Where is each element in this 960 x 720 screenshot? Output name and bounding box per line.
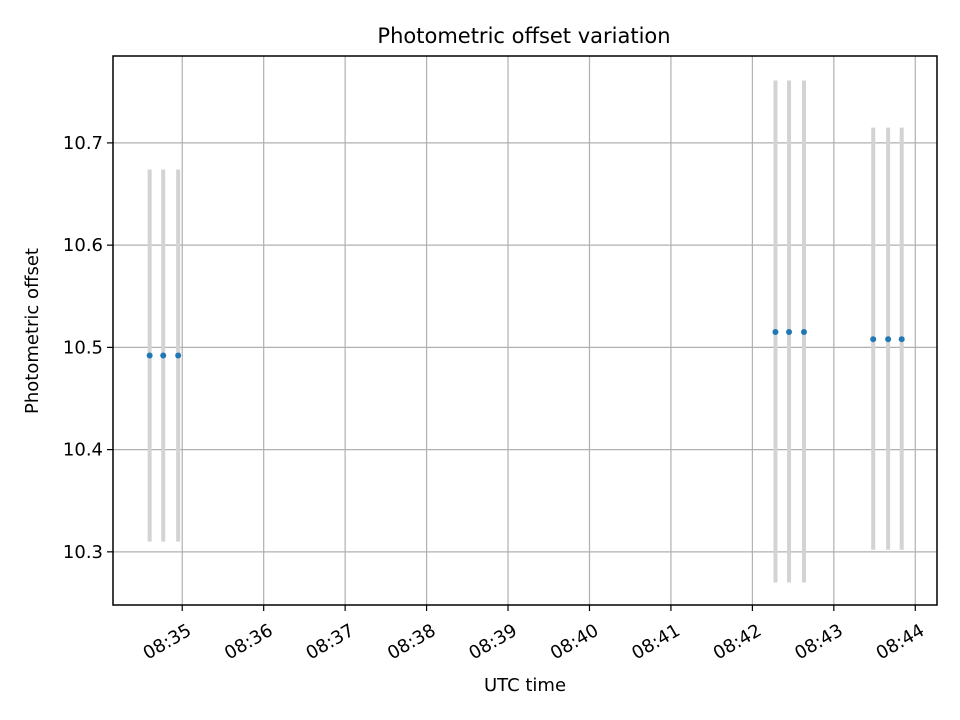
data-point — [160, 352, 167, 359]
x-tick-label: 08:39 — [465, 620, 520, 664]
x-tick-label: 08:43 — [791, 620, 846, 664]
x-tick-label: 08:36 — [221, 620, 276, 664]
x-tick-label: 08:37 — [303, 620, 358, 664]
x-axis-label: UTC time — [484, 675, 566, 696]
y-tick-label: 10.6 — [63, 235, 103, 256]
x-tick-label: 08:40 — [547, 620, 602, 664]
data-point — [786, 329, 793, 336]
y-tick-label: 10.5 — [63, 337, 103, 358]
x-tick-label: 08:44 — [873, 620, 928, 664]
x-tick-label: 08:42 — [710, 620, 765, 664]
data-point — [870, 336, 877, 343]
data-points — [146, 329, 905, 359]
data-point — [146, 352, 153, 359]
y-tick-label: 10.4 — [63, 440, 103, 461]
x-tick-label: 08:41 — [628, 620, 683, 664]
y-axis-ticks: 10.3 10.4 10.5 10.6 10.7 — [63, 133, 113, 563]
x-axis-ticks: 08:35 08:36 08:37 08:38 08:39 08:40 08:41 08:42… — [140, 605, 928, 664]
grid — [113, 56, 937, 605]
chart-title: Photometric offset variation — [377, 24, 670, 48]
data-point — [885, 336, 892, 343]
plot-frame — [112, 55, 938, 606]
y-tick-label: 10.3 — [63, 542, 103, 563]
data-point — [175, 352, 182, 359]
data-point — [772, 329, 779, 336]
data-point — [898, 336, 905, 343]
x-tick-label: 08:35 — [140, 620, 195, 664]
x-tick-label: 08:38 — [384, 620, 439, 664]
y-axis-label: Photometric offset — [22, 248, 43, 414]
data-point — [800, 329, 807, 336]
y-tick-label: 10.7 — [63, 133, 103, 154]
